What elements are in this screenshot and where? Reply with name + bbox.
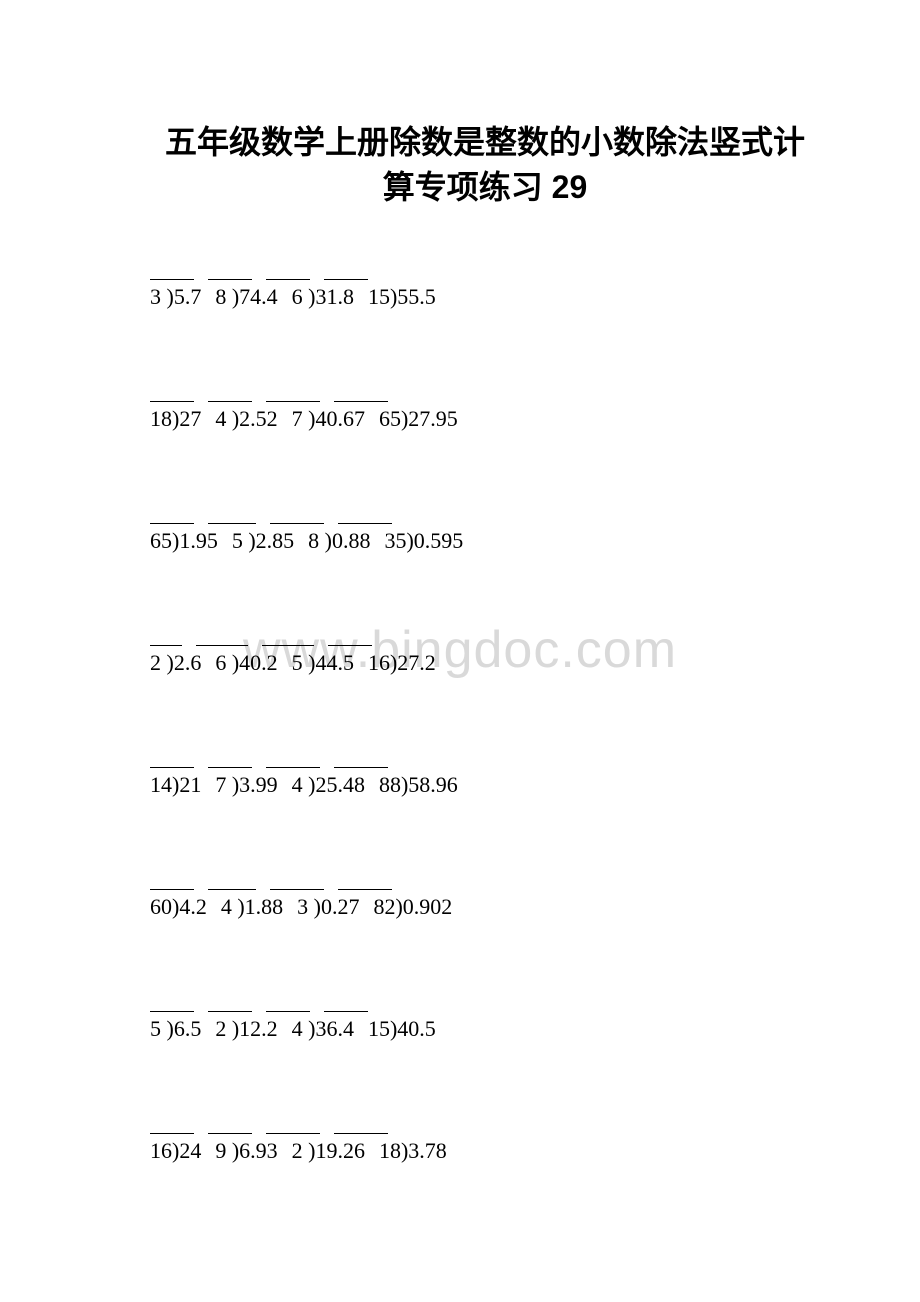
problems-line: 5 )6.5 2 )12.2 4 )36.4 15)40.5 [150,1016,820,1042]
blank-line [150,260,194,280]
page-title: 五年级数学上册除数是整数的小数除法竖式计 算专项练习 29 [150,120,820,210]
blank-line [328,626,372,646]
division-problem: 4 )1.88 [221,894,283,920]
division-problem: 8 )74.4 [215,284,277,310]
problem-row: 60)4.2 4 )1.88 3 )0.27 82)0.902 [150,870,820,920]
problem-row: 65)1.95 5 )2.85 8 )0.88 35)0.595 [150,504,820,554]
blank-line [208,1114,252,1134]
blank-line-group [150,870,820,890]
division-problem: 2 )19.26 [292,1138,365,1164]
blank-line [266,1114,320,1134]
blank-line [208,504,256,524]
division-problem: 65)1.95 [150,528,218,554]
blank-line [150,382,194,402]
blank-line [334,382,388,402]
problem-row: 14)21 7 )3.99 4 )25.48 88)58.96 [150,748,820,798]
problems-line: 16)24 9 )6.93 2 )19.26 18)3.78 [150,1138,820,1164]
blank-line-group [150,1114,820,1134]
problems-line: 60)4.2 4 )1.88 3 )0.27 82)0.902 [150,894,820,920]
division-problem: 88)58.96 [379,772,458,798]
division-problem: 7 )3.99 [215,772,277,798]
blank-line [334,1114,388,1134]
blank-line [324,260,368,280]
division-problem: 4 )25.48 [292,772,365,798]
page-container: 五年级数学上册除数是整数的小数除法竖式计 算专项练习 29 3 )5.7 8 )7… [0,0,920,1296]
blank-line [262,626,314,646]
blank-line [270,504,324,524]
division-problem: 35)0.595 [384,528,463,554]
problems-line: 14)21 7 )3.99 4 )25.48 88)58.96 [150,772,820,798]
blank-line [270,870,324,890]
division-problem: 4 )36.4 [292,1016,354,1042]
division-problem: 2 )12.2 [215,1016,277,1042]
blank-line [150,626,182,646]
blank-line [208,748,252,768]
blank-line [150,748,194,768]
problems-line: 2 )2.6 6 )40.2 5 )44.5 16)27.2 [150,650,820,676]
division-problem: 65)27.95 [379,406,458,432]
division-problem: 15)55.5 [368,284,436,310]
blank-line-group [150,626,820,646]
division-problem: 15)40.5 [368,1016,436,1042]
division-problem: 5 )44.5 [292,650,354,676]
blank-line [150,992,194,1012]
blank-line [208,992,252,1012]
division-problem: 60)4.2 [150,894,207,920]
blank-line [150,504,194,524]
division-problem: 16)27.2 [368,650,436,676]
problem-row: 2 )2.6 6 )40.2 5 )44.5 16)27.2 [150,626,820,676]
blank-line [338,504,392,524]
blank-line [208,382,252,402]
blank-line [334,748,388,768]
division-problem: 5 )6.5 [150,1016,201,1042]
problem-row: 3 )5.7 8 )74.4 6 )31.8 15)55.5 [150,260,820,310]
blank-line [208,870,256,890]
division-problem: 18)3.78 [379,1138,447,1164]
blank-line-group [150,748,820,768]
division-problem: 7 )40.67 [292,406,365,432]
division-problem: 4 )2.52 [215,406,277,432]
problem-row: 16)24 9 )6.93 2 )19.26 18)3.78 [150,1114,820,1164]
division-problem: 16)24 [150,1138,201,1164]
blank-line-group [150,382,820,402]
division-problem: 14)21 [150,772,201,798]
problems-container: 3 )5.7 8 )74.4 6 )31.8 15)55.5 18)27 4 )2.52 7… [150,260,820,1164]
blank-line [266,992,310,1012]
blank-line [338,870,392,890]
problem-row: 5 )6.5 2 )12.2 4 )36.4 15)40.5 [150,992,820,1042]
blank-line [266,260,310,280]
blank-line [266,748,320,768]
blank-line-group [150,504,820,524]
division-problem: 3 )5.7 [150,284,201,310]
division-problem: 3 )0.27 [297,894,359,920]
division-problem: 6 )40.2 [215,650,277,676]
division-problem: 8 )0.88 [308,528,370,554]
division-problem: 2 )2.6 [150,650,201,676]
division-problem: 82)0.902 [373,894,452,920]
blank-line-group [150,260,820,280]
problems-line: 18)27 4 )2.52 7 )40.67 65)27.95 [150,406,820,432]
blank-line [208,260,252,280]
blank-line [196,626,248,646]
division-problem: 5 )2.85 [232,528,294,554]
problem-row: 18)27 4 )2.52 7 )40.67 65)27.95 [150,382,820,432]
problems-line: 65)1.95 5 )2.85 8 )0.88 35)0.595 [150,528,820,554]
blank-line [324,992,368,1012]
division-problem: 9 )6.93 [215,1138,277,1164]
blank-line-group [150,992,820,1012]
problems-line: 3 )5.7 8 )74.4 6 )31.8 15)55.5 [150,284,820,310]
division-problem: 18)27 [150,406,201,432]
blank-line [266,382,320,402]
blank-line [150,870,194,890]
title-line-2: 算专项练习 29 [150,165,820,210]
title-line-1: 五年级数学上册除数是整数的小数除法竖式计 [150,120,820,165]
division-problem: 6 )31.8 [292,284,354,310]
blank-line [150,1114,194,1134]
